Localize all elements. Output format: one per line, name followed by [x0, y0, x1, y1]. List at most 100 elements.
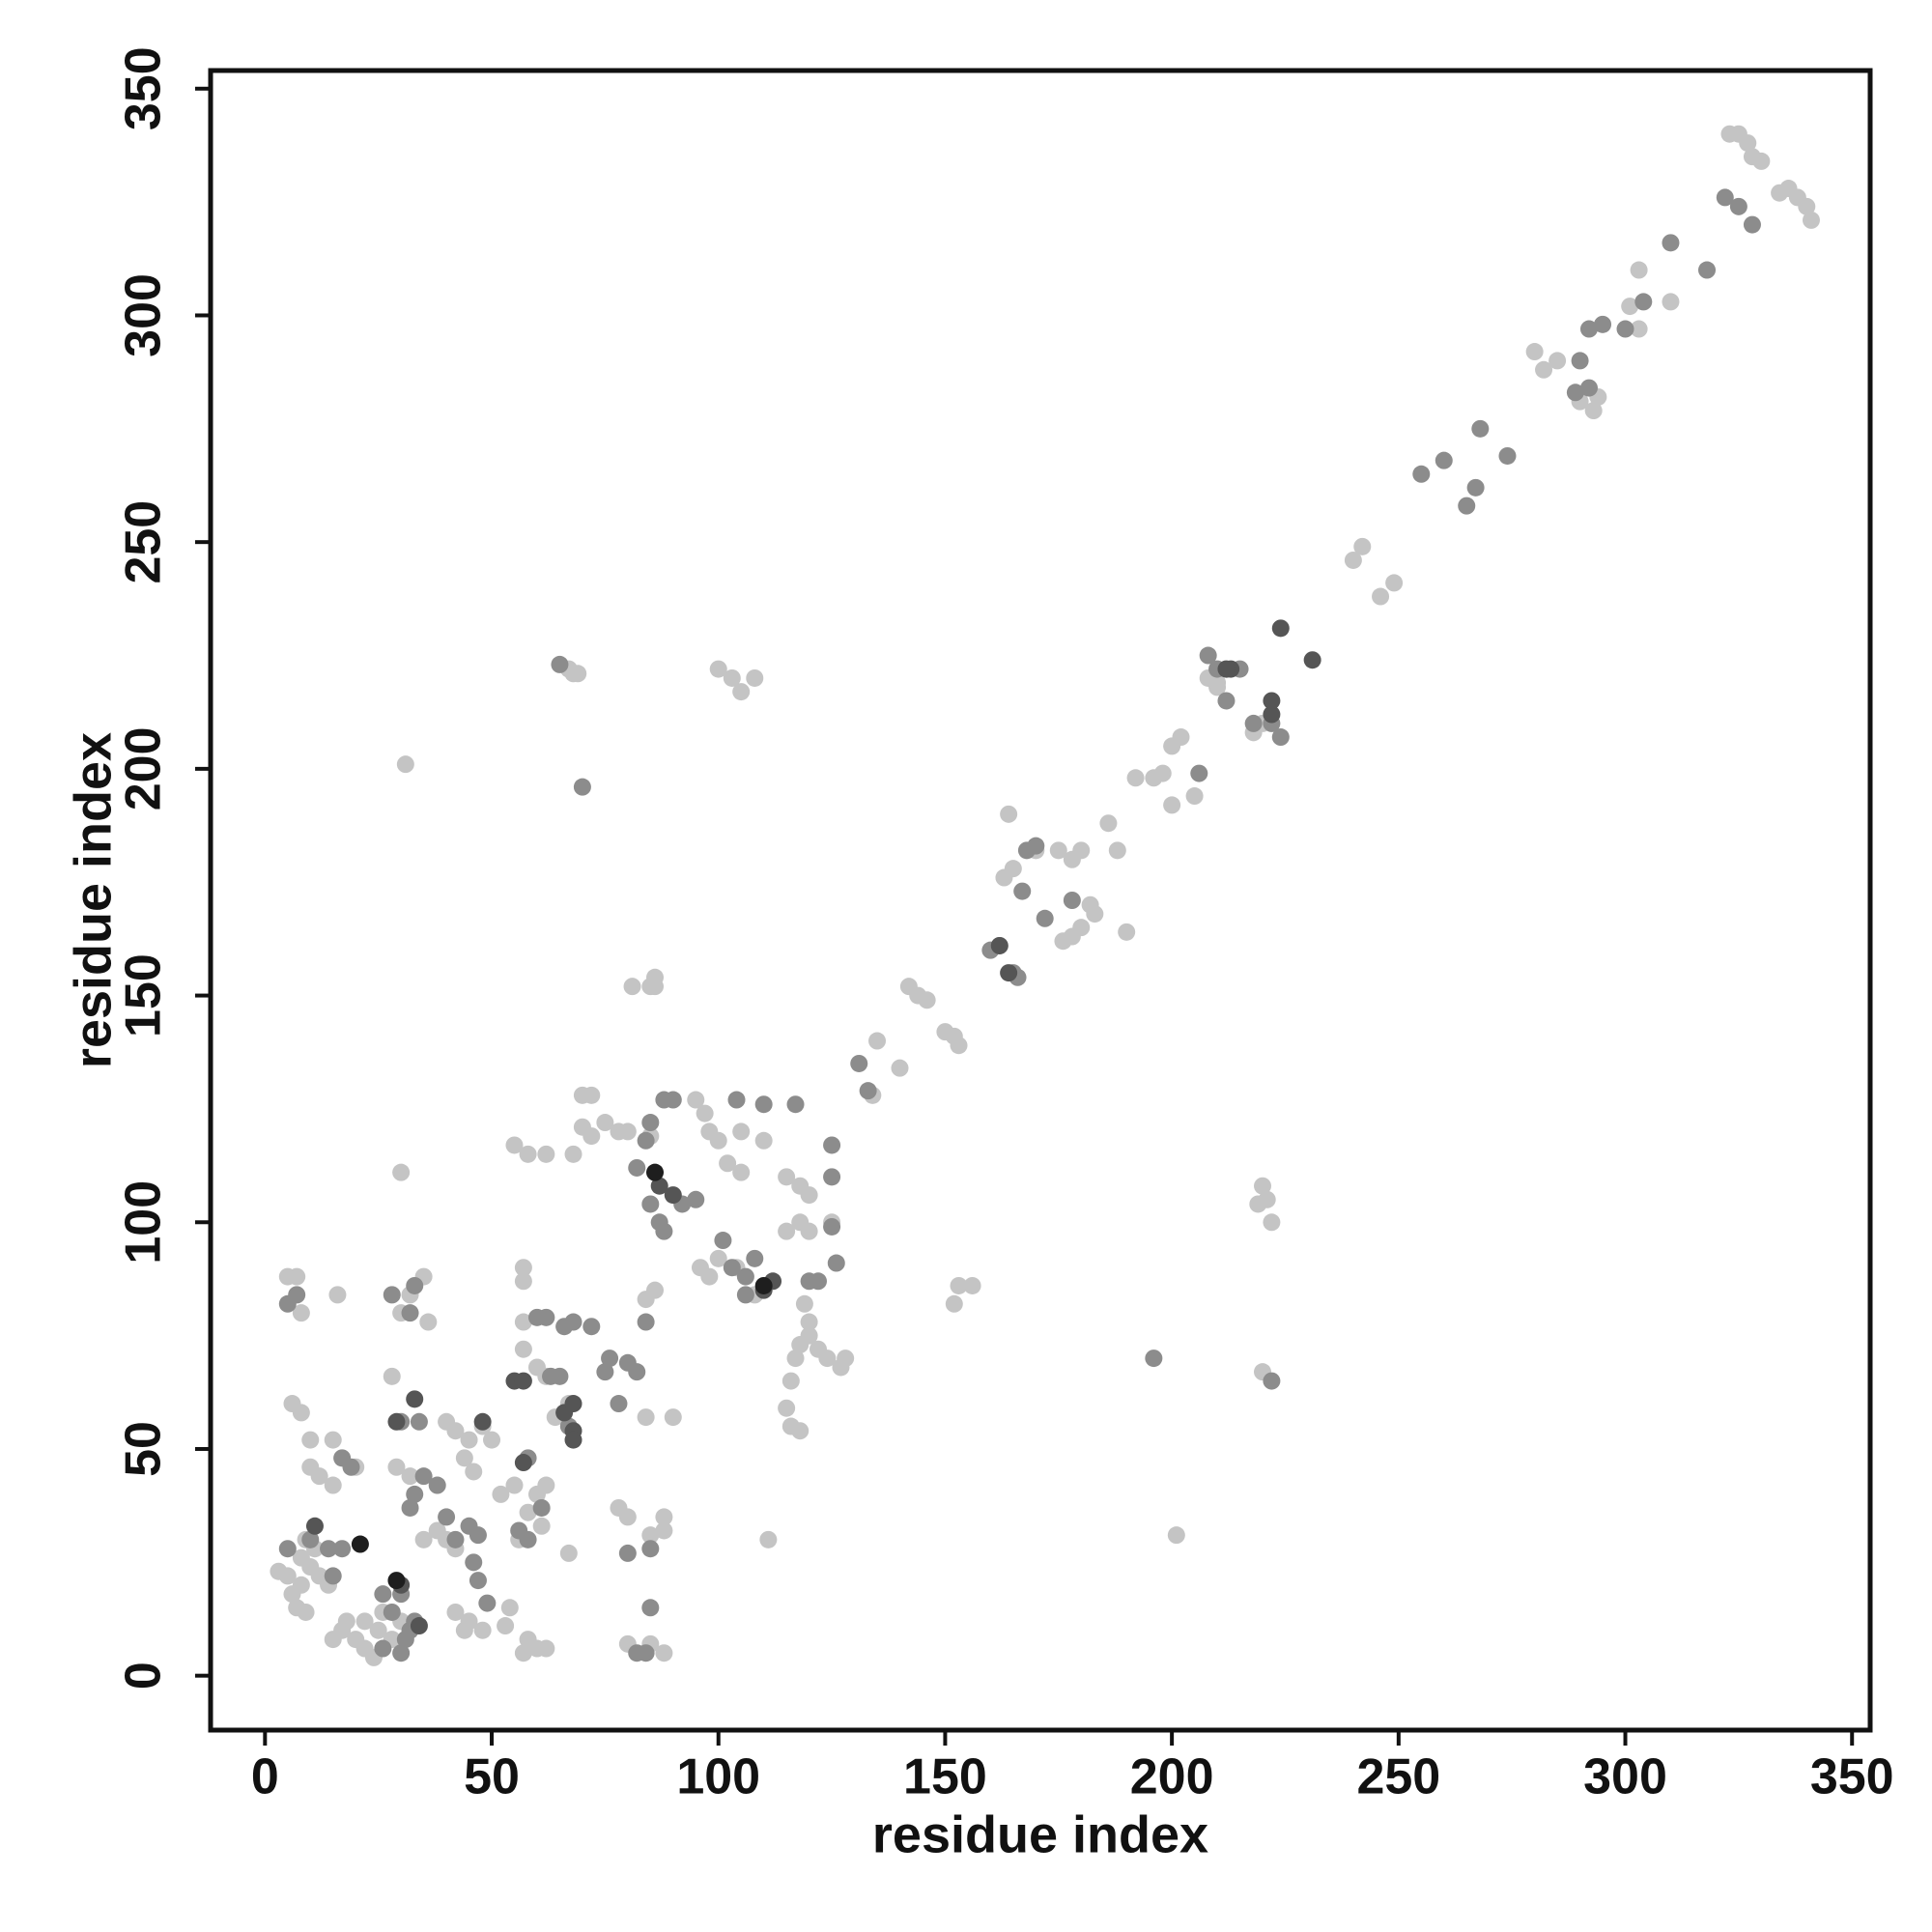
point	[746, 1249, 764, 1267]
point	[551, 655, 569, 673]
point	[320, 1540, 338, 1558]
point	[446, 1530, 465, 1548]
point	[618, 1508, 637, 1526]
point	[374, 1585, 392, 1604]
point	[351, 1535, 369, 1553]
point	[446, 1603, 465, 1621]
point	[406, 1485, 424, 1503]
point	[310, 1467, 328, 1486]
point	[324, 1431, 342, 1449]
point	[374, 1639, 392, 1658]
point	[850, 1054, 868, 1072]
point	[469, 1572, 487, 1590]
x-tick-label: 50	[464, 1749, 520, 1805]
point	[510, 1521, 528, 1540]
point	[537, 1639, 555, 1658]
point	[573, 778, 591, 796]
point	[392, 1163, 411, 1181]
point	[428, 1476, 446, 1494]
point	[1172, 728, 1190, 747]
point	[333, 1449, 352, 1467]
point	[455, 1449, 473, 1467]
point	[596, 1114, 614, 1132]
point	[732, 683, 751, 701]
point	[918, 991, 936, 1009]
point	[1208, 673, 1227, 692]
point	[1108, 841, 1126, 860]
point	[324, 1476, 342, 1494]
point	[963, 1276, 981, 1294]
point	[1616, 320, 1634, 338]
point	[1099, 814, 1118, 833]
point	[1752, 152, 1771, 170]
point	[601, 1350, 619, 1368]
point	[1072, 841, 1091, 860]
point	[823, 1136, 841, 1154]
point	[1027, 837, 1045, 855]
point	[1271, 728, 1290, 747]
point	[637, 1313, 655, 1331]
point	[446, 1422, 465, 1440]
point	[292, 1576, 310, 1594]
point	[800, 1186, 818, 1205]
point	[823, 1217, 841, 1236]
point	[623, 978, 641, 996]
point	[1771, 184, 1789, 202]
point	[1634, 293, 1653, 311]
point	[537, 1308, 555, 1326]
point	[369, 1621, 387, 1639]
point	[551, 1367, 569, 1385]
point	[1412, 465, 1431, 483]
point	[505, 1136, 524, 1154]
point	[1072, 919, 1091, 937]
point	[324, 1567, 342, 1585]
point	[655, 1222, 673, 1240]
point	[1729, 197, 1747, 215]
point	[736, 1286, 754, 1304]
x-tick-label: 300	[1583, 1749, 1667, 1805]
point	[732, 1122, 751, 1141]
point	[719, 1154, 737, 1173]
point	[1571, 352, 1589, 370]
point	[288, 1286, 306, 1304]
x-tick-label: 250	[1356, 1749, 1440, 1805]
point	[618, 1544, 637, 1562]
point	[1372, 587, 1390, 606]
point	[387, 1458, 406, 1476]
point	[519, 1145, 537, 1163]
point	[1662, 234, 1680, 252]
point	[1049, 841, 1067, 860]
point	[514, 1259, 532, 1277]
point	[564, 1145, 582, 1163]
point	[497, 1617, 515, 1635]
point	[1798, 197, 1816, 215]
point	[628, 1158, 646, 1177]
point	[800, 1326, 818, 1345]
point	[519, 1503, 537, 1521]
point	[746, 668, 764, 687]
point	[950, 1276, 968, 1294]
point	[655, 1644, 673, 1662]
point	[337, 1612, 355, 1631]
point	[292, 1548, 310, 1567]
point	[383, 1603, 401, 1621]
point	[1566, 384, 1584, 402]
point	[637, 1408, 655, 1427]
y-tick-label: 0	[116, 1662, 172, 1690]
x-tick-label: 150	[903, 1749, 987, 1805]
point	[1000, 964, 1018, 982]
y-tick-label: 300	[116, 273, 172, 357]
point	[637, 1644, 655, 1662]
point	[1004, 860, 1022, 878]
point	[401, 1467, 419, 1486]
point	[1190, 764, 1208, 782]
point	[460, 1431, 478, 1449]
y-tick-label: 150	[116, 953, 172, 1037]
point	[1199, 646, 1217, 665]
point	[537, 1476, 555, 1494]
point	[714, 1232, 732, 1250]
points-layer	[270, 125, 1820, 1666]
point	[483, 1431, 501, 1449]
point	[723, 1259, 741, 1277]
